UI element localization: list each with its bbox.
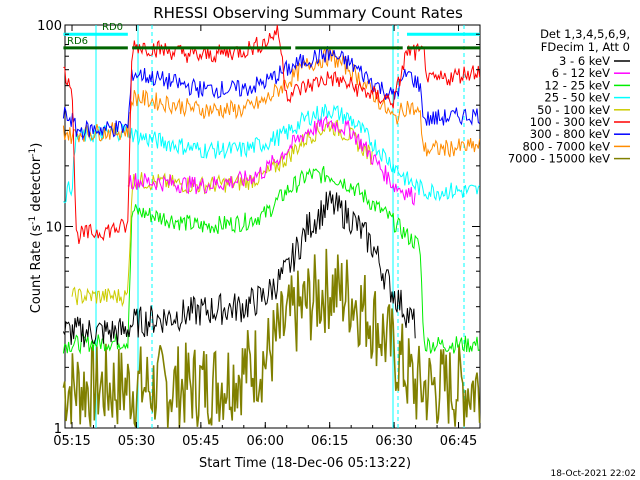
x-tick-label: 06:00 bbox=[247, 434, 284, 449]
legend-label: 12 - 25 keV bbox=[544, 78, 610, 92]
y-tick-label: 100 bbox=[37, 19, 62, 34]
legend-header-1: Det 1,3,4,5,6,9, bbox=[540, 27, 630, 41]
x-tick-label: 05:15 bbox=[53, 434, 90, 449]
y-axis-label: Count Rate (s-1 detector-1) bbox=[28, 143, 44, 314]
tick-layer: 05:15 05:30 05:45 06:00 06:15 06:30 06:45 1 10 10… bbox=[37, 19, 481, 449]
legend-label: 50 - 100 keV bbox=[537, 103, 610, 117]
series-line bbox=[62, 248, 481, 429]
series-line bbox=[63, 24, 481, 245]
legend-header-2: FDecim 1, Att 0 bbox=[541, 40, 630, 54]
series-line bbox=[62, 190, 416, 348]
y-axis-label-mid: detector bbox=[29, 156, 44, 216]
legend-label: 6 - 12 keV bbox=[552, 66, 610, 80]
y-axis-label-sup: -1 bbox=[28, 216, 38, 225]
series-line bbox=[63, 103, 481, 204]
legend-label: 3 - 6 keV bbox=[559, 54, 610, 68]
y-axis-label-main: Count Rate (s bbox=[29, 225, 44, 314]
legend-label: 100 - 300 keV bbox=[530, 115, 610, 129]
series-line bbox=[62, 166, 480, 355]
marker-layer: RD0 RD6 bbox=[63, 22, 480, 50]
series-layer bbox=[62, 24, 481, 429]
marker-label: RD6 bbox=[67, 36, 88, 47]
x-tick-label: 05:45 bbox=[182, 434, 219, 449]
legend-label: 7000 - 15000 keV bbox=[508, 152, 610, 166]
y-axis-label-end: ) bbox=[29, 143, 44, 148]
x-axis-label: Start Time (18-Dec-06 05:13:22) bbox=[199, 456, 411, 471]
x-tick-label: 06:45 bbox=[440, 434, 477, 449]
marker-label: RD0 bbox=[102, 22, 123, 33]
x-tick-label: 06:30 bbox=[375, 434, 412, 449]
series-line bbox=[71, 119, 373, 308]
legend-label: 300 - 800 keV bbox=[530, 127, 610, 141]
legend-label: 800 - 7000 keV bbox=[522, 139, 610, 153]
x-tick-label: 05:30 bbox=[118, 434, 155, 449]
series-line bbox=[62, 46, 481, 158]
x-tick-label: 06:15 bbox=[311, 434, 348, 449]
y-axis-label-sup2: -1 bbox=[28, 148, 38, 157]
y-tick-label: 10 bbox=[45, 221, 62, 236]
footer-timestamp: 18-Oct-2021 22:02 bbox=[551, 469, 636, 479]
chart-title: RHESSI Observing Summary Count Rates bbox=[153, 4, 463, 22]
y-tick-label: 1 bbox=[54, 422, 62, 437]
series-line bbox=[62, 46, 480, 141]
series-line bbox=[127, 115, 416, 206]
legend-label: 25 - 50 keV bbox=[544, 91, 610, 105]
